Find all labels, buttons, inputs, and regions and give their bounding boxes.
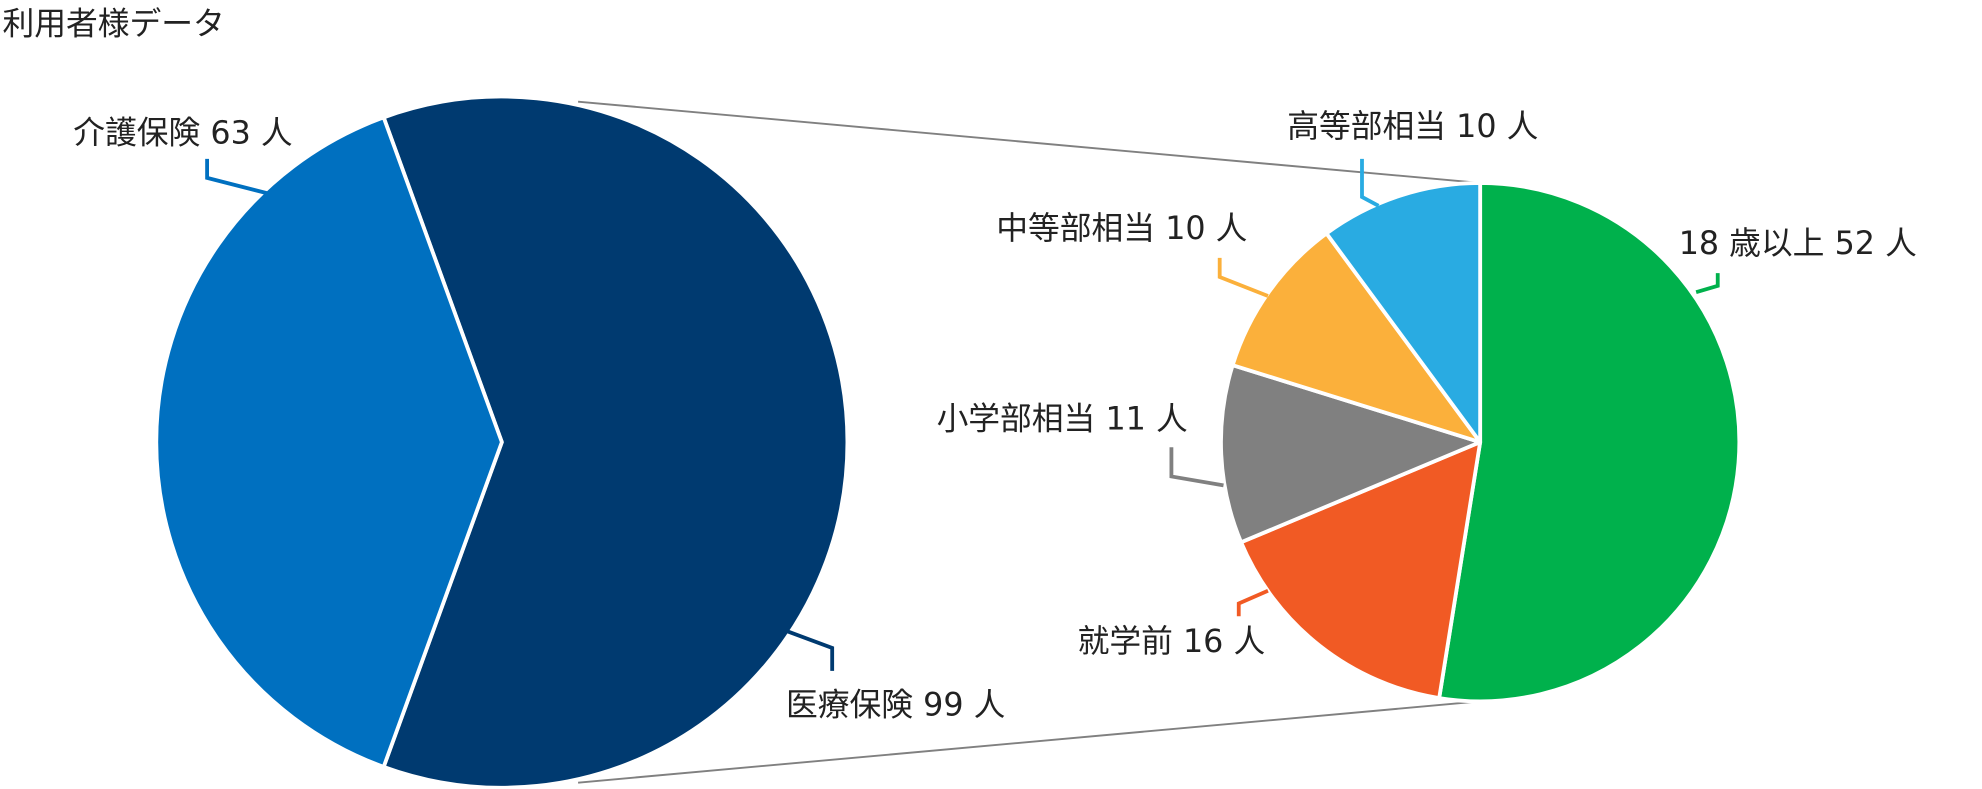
value-label: 10 人 xyxy=(1456,109,1538,145)
leader-line xyxy=(1695,273,1720,295)
value-label: 10 人 xyxy=(1165,211,1247,247)
data-label: 高等部相当 10 人 xyxy=(1287,109,1538,145)
data-label: 小学部相当 11 人 xyxy=(937,401,1188,437)
chart-title: 利用者様データ xyxy=(3,6,225,42)
value-label: 11 人 xyxy=(1105,401,1187,437)
data-label: 医療保険 99 人 xyxy=(786,687,1005,723)
leader-line xyxy=(1217,257,1269,298)
category-label: 就学前 xyxy=(1078,624,1173,660)
leader-line xyxy=(787,629,835,671)
leader-line xyxy=(205,158,268,195)
value-label: 52 人 xyxy=(1835,226,1917,262)
category-label: 小学部相当 xyxy=(937,401,1096,437)
leader-line xyxy=(1236,589,1269,617)
category-label: 介護保険 xyxy=(73,116,200,152)
pie-slice xyxy=(1219,363,1483,545)
category-label: 18 歳以上 xyxy=(1679,226,1825,262)
pie-slice xyxy=(1324,181,1483,445)
leader-line xyxy=(1169,447,1224,488)
data-label: 就学前 16 人 xyxy=(1078,624,1266,660)
pie-slice xyxy=(1437,181,1742,704)
data-label: 介護保険 63 人 xyxy=(73,116,292,152)
pie-slice xyxy=(1239,440,1483,700)
connector-line xyxy=(577,100,1481,184)
category-label: 医療保険 xyxy=(786,687,913,723)
value-label: 63 人 xyxy=(210,116,292,152)
category-label: 中等部相当 xyxy=(996,211,1155,247)
pie-slice xyxy=(381,94,850,789)
value-label: 99 人 xyxy=(923,687,1005,723)
pie-slice xyxy=(154,115,504,769)
data-label: 中等部相当 10 人 xyxy=(996,211,1247,247)
category-label: 高等部相当 xyxy=(1287,109,1446,145)
pie-slice xyxy=(1230,231,1483,445)
connector-line xyxy=(577,700,1481,784)
data-label: 18 歳以上 52 人 xyxy=(1679,226,1917,262)
value-label: 16 人 xyxy=(1183,624,1265,660)
leader-line xyxy=(1360,158,1380,208)
